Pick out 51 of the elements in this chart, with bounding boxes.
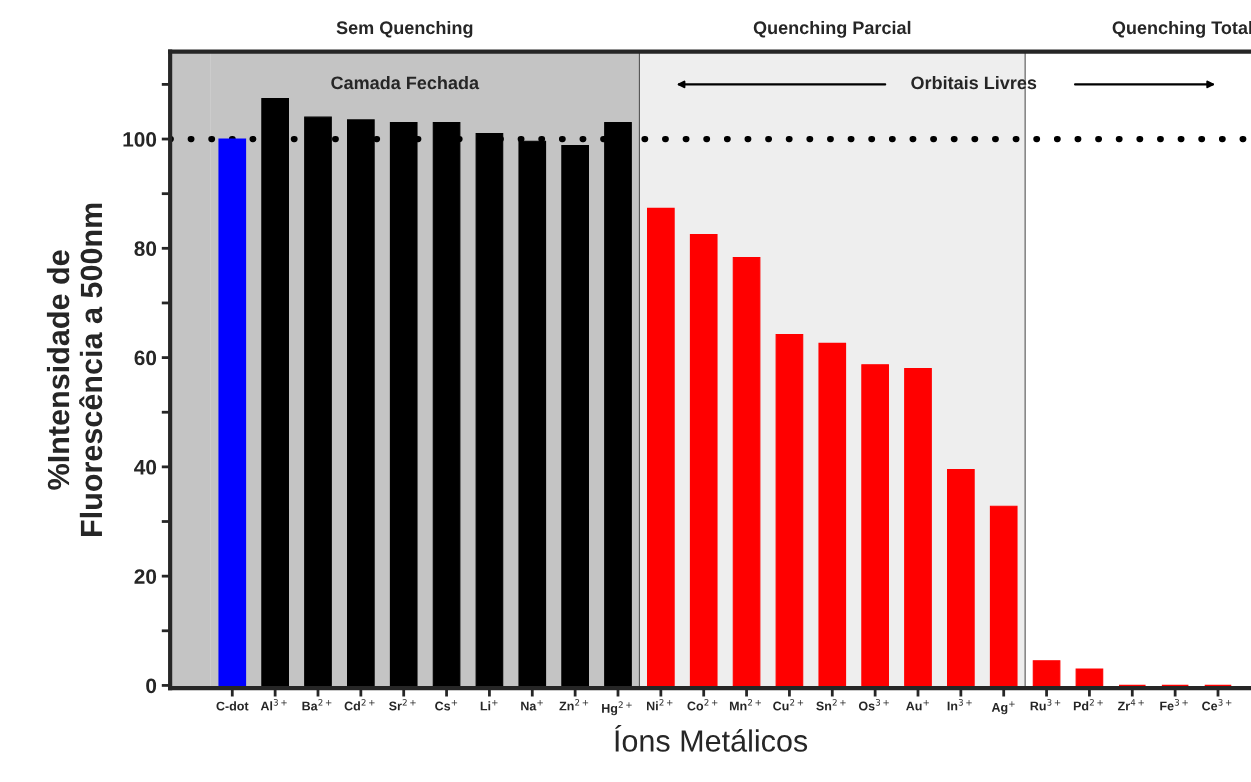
- bar: [1075, 668, 1104, 686]
- text: Quenching Total: [1112, 20, 1251, 38]
- bar: [647, 207, 675, 686]
- bar: [989, 505, 1018, 686]
- x-tick-label: Zn$^{2+}$: [559, 699, 589, 711]
- y-tick-label: 0: [146, 678, 157, 694]
- y-tick-label: 100: [123, 132, 157, 147]
- bar: [1032, 660, 1061, 686]
- x-tick-label: Zr$^{4+}$: [1117, 699, 1144, 711]
- bar: [904, 367, 932, 686]
- x-tick-label: Sr$^{2+}$: [389, 699, 416, 711]
- x-tick-label: Cu$^{2+}$: [773, 699, 804, 711]
- x-tick-label: Li$^{+}$: [480, 700, 498, 711]
- x-tick-label: Ce$^{3+}$: [1202, 699, 1232, 711]
- bar: [947, 469, 975, 686]
- x-tick-label: Ag$^{+}$: [991, 701, 1015, 715]
- bar: [861, 364, 889, 686]
- x-tick-label: Mn$^{2+}$: [729, 699, 761, 711]
- x-tick-label: Fe$^{3+}$: [1160, 699, 1188, 711]
- y-axis-title: %Intensidade de Fluorescência a 500nm: [46, 203, 103, 536]
- x-axis-title: Íons Metálicos: [615, 725, 808, 752]
- y-tick-label: 20: [134, 569, 157, 584]
- x-tick-label: Hg$^{2+}$: [602, 701, 632, 716]
- text: Quenching Parcial: [753, 20, 911, 38]
- bar: [775, 334, 804, 686]
- text: Sem Quenching: [336, 20, 473, 38]
- band-label: Camada Fechada: [331, 75, 480, 90]
- x-tick-label: Os$^{3+}$: [858, 699, 889, 711]
- x-tick-label: Cs$^{+}$: [435, 700, 458, 711]
- annotation: Orbitais Livres: [911, 75, 1037, 90]
- bar: [689, 234, 718, 686]
- x-tick-label: Ba$^{2+}$: [302, 699, 332, 711]
- x-tick-label: Sn$^{2+}$: [816, 699, 846, 711]
- x-tick-label: C-dot: [216, 701, 249, 711]
- x-tick-label: Ru$^{3+}$: [1030, 699, 1061, 711]
- x-tick-label: In$^{3+}$: [947, 699, 972, 711]
- y-tick-label: 40: [134, 459, 157, 475]
- bar: [732, 257, 761, 686]
- bar: [261, 98, 289, 686]
- x-tick-label: Al$^{3+}$: [260, 699, 287, 711]
- x-tick-label: Co$^{2+}$: [687, 699, 718, 711]
- bar: [218, 138, 247, 686]
- x-tick-label: Au$^{+}$: [906, 700, 929, 711]
- x-tick-label: Pd$^{2+}$: [1073, 699, 1103, 711]
- x-tick-label: Cd$^{2+}$: [344, 699, 375, 711]
- y-tick-label: 60: [134, 350, 157, 366]
- y-tick-label: 80: [134, 241, 157, 257]
- x-tick-label: Na$^{+}$: [521, 700, 543, 711]
- bar: [818, 342, 847, 686]
- x-tick-label: Ni$^{2+}$: [647, 699, 673, 711]
- bar: [561, 145, 589, 686]
